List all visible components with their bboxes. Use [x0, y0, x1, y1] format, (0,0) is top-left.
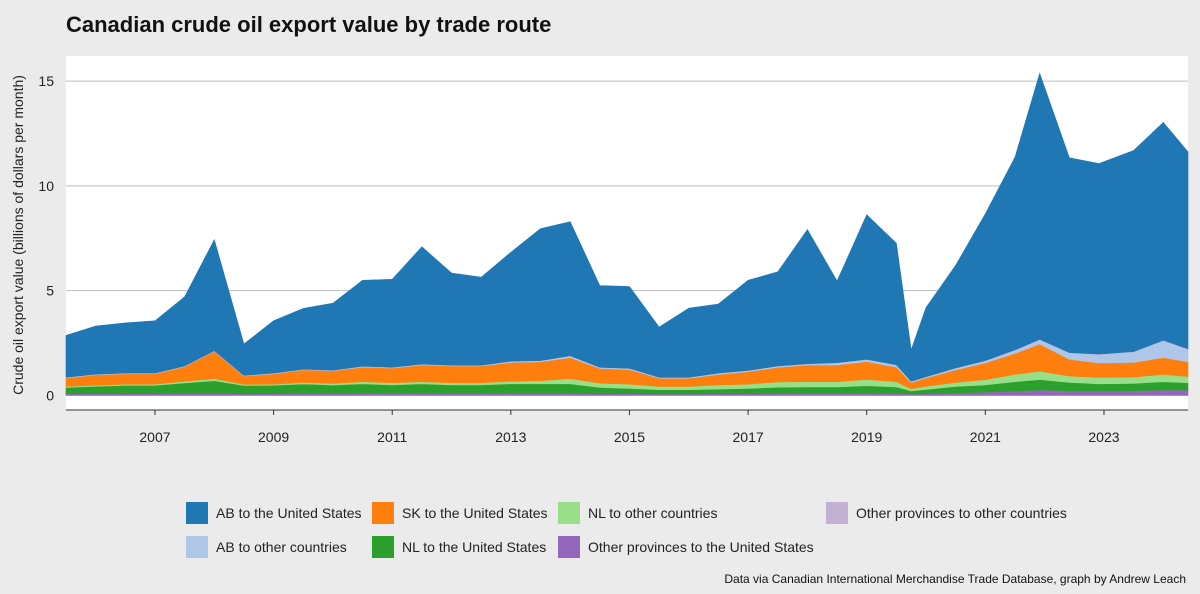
legend-label: AB to the United States — [216, 505, 362, 521]
legend-swatch — [186, 536, 208, 558]
legend-item: AB to the United States — [186, 500, 362, 526]
x-tick-label: 2007 — [139, 429, 170, 445]
legend-label: NL to other countries — [588, 505, 718, 521]
legend-swatch — [372, 502, 394, 524]
y-tick-label: 10 — [38, 178, 54, 194]
legend-swatch — [558, 502, 580, 524]
legend-item: NL to other countries — [558, 500, 717, 526]
x-tick-label: 2019 — [851, 429, 882, 445]
legend-label: SK to the United States — [402, 505, 548, 521]
area-ab-to-the-united-states — [65, 72, 1189, 382]
x-tick-label: 2013 — [495, 429, 526, 445]
chart-title: Canadian crude oil export value by trade… — [66, 12, 552, 37]
y-axis-label: Crude oil export value (billions of doll… — [10, 75, 26, 395]
y-tick-label: 15 — [38, 73, 54, 89]
x-tick-label: 2011 — [377, 429, 407, 445]
y-tick-label: 0 — [46, 387, 54, 403]
x-tick-label: 2023 — [1088, 429, 1119, 445]
legend-item: AB to other countries — [186, 534, 347, 560]
y-axis: 0 5 10 15 — [38, 73, 54, 403]
x-tick-label: 2009 — [258, 429, 289, 445]
legend-label: AB to other countries — [216, 539, 347, 555]
legend: AB to the United States AB to other count… — [186, 500, 1186, 564]
legend-swatch — [826, 502, 848, 524]
stacked-areas — [65, 72, 1189, 396]
y-tick-label: 5 — [46, 283, 54, 299]
legend-item: Other provinces to the United States — [558, 534, 814, 560]
x-tick-label: 2015 — [614, 429, 645, 445]
x-tick-label: 2021 — [970, 429, 1001, 445]
legend-item: NL to the United States — [372, 534, 546, 560]
legend-item: SK to the United States — [372, 500, 548, 526]
legend-item: Other provinces to other countries — [826, 500, 1067, 526]
legend-swatch — [186, 502, 208, 524]
legend-swatch — [558, 536, 580, 558]
legend-label: Other provinces to the United States — [588, 539, 814, 555]
x-tick-label: 2017 — [733, 429, 764, 445]
legend-label: Other provinces to other countries — [856, 505, 1067, 521]
x-axis: 2007 2009 2011 2013 2015 2017 2019 2021 2023 — [139, 410, 1120, 445]
legend-swatch — [372, 536, 394, 558]
legend-label: NL to the United States — [402, 539, 547, 555]
source-caption: Data via Canadian International Merchand… — [724, 572, 1186, 586]
